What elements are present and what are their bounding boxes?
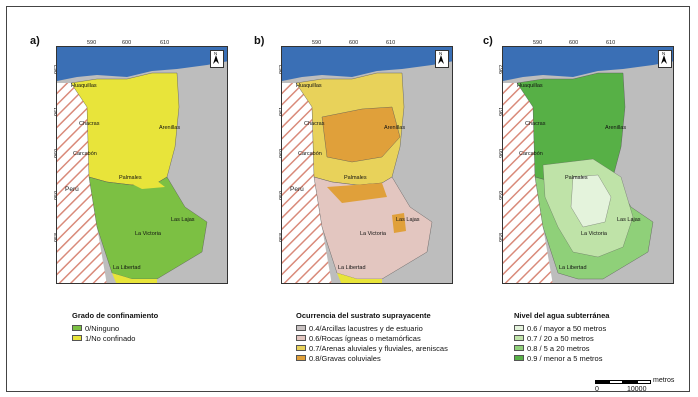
country-label: Perú xyxy=(65,186,79,193)
country-label: Perú xyxy=(290,186,304,193)
panel-b-xtick: 600 xyxy=(349,40,359,46)
scale-start: 0 xyxy=(595,386,599,393)
zone-colluvial-lajas xyxy=(392,213,406,233)
legend-swatch xyxy=(514,355,524,361)
town-las-lajas: Las Lajas xyxy=(617,217,641,223)
legend-a-title: Grado de confinamiento xyxy=(72,311,159,320)
legend-swatch xyxy=(72,325,82,331)
north-arrow-b: N xyxy=(435,50,449,68)
town-palmales: Palmales xyxy=(344,175,367,181)
legend-c-item: 0.6 / mayor a 50 metros xyxy=(514,323,609,333)
town-la-victoria: La Victoria xyxy=(135,231,162,237)
map-panel-a: Huaquillas Chacras Arenillas Carcabón Pa… xyxy=(56,46,228,284)
scale-end: 10000 xyxy=(627,386,647,393)
town-las-lajas: Las Lajas xyxy=(396,217,420,223)
legend-a-item: 1/No confinado xyxy=(72,333,158,343)
town-las-lajas: Las Lajas xyxy=(171,217,195,223)
town-carcabon: Carcabón xyxy=(298,151,322,157)
legend-c-item: 0.7 / 20 a 50 metros xyxy=(514,333,609,343)
panel-c-xtick: 600 xyxy=(569,40,579,46)
town-huaquillas: Huaquillas xyxy=(517,83,543,89)
north-arrow-c: N xyxy=(658,50,672,68)
legend-c-title: Nivel del agua subterránea xyxy=(514,311,610,320)
town-la-libertad: La Libertad xyxy=(113,265,141,271)
legend-b-item: 0.6/Rocas ígneas o metamórficas xyxy=(296,333,448,343)
peru-hatch xyxy=(282,83,332,283)
panel-a-xtick: 600 xyxy=(122,40,132,46)
town-chacras: Chacras xyxy=(525,121,546,127)
legend-b-item: 0.7/Arenas aluviales y fluviales, arenis… xyxy=(296,343,448,353)
legend-swatch xyxy=(514,335,524,341)
legend-swatch xyxy=(296,345,306,351)
scale-unit: metros xyxy=(653,377,675,384)
town-huaquillas: Huaquillas xyxy=(296,83,322,89)
legend-b-item: 0.8/Gravas coluviales xyxy=(296,353,448,363)
figure-frame xyxy=(6,6,690,392)
panel-c-letter: c) xyxy=(483,35,493,47)
panel-b-xtick: 590 xyxy=(312,40,322,46)
panel-a-xtick: 610 xyxy=(160,40,170,46)
town-huaquillas: Huaquillas xyxy=(71,83,97,89)
town-la-libertad: La Libertad xyxy=(559,265,587,271)
panel-c-xtick: 610 xyxy=(606,40,616,46)
legend-b-title: Ocurrencia del sustrato suprayacente xyxy=(296,311,431,320)
legend-b-item: 0.4/Arcillas lacustres y de estuario xyxy=(296,323,448,333)
legend-swatch xyxy=(514,345,524,351)
zone-unconfined-palmales xyxy=(122,177,165,189)
zone-colluvial-palmales xyxy=(327,183,387,203)
town-la-libertad: La Libertad xyxy=(338,265,366,271)
legend-swatch xyxy=(514,325,524,331)
panel-a-xtick: 590 xyxy=(87,40,97,46)
town-chacras: Chacras xyxy=(79,121,100,127)
north-arrow-a: N xyxy=(210,50,224,68)
map-panel-c: Huaquillas Chacras Arenillas Carcabón Pa… xyxy=(502,46,674,284)
zone-depth-over-50 xyxy=(570,174,612,228)
town-chacras: Chacras xyxy=(304,121,325,127)
zone-alluvial-south xyxy=(337,273,382,283)
town-la-victoria: La Victoria xyxy=(581,231,608,237)
legend-swatch xyxy=(296,355,306,361)
scale-bar: metros 0 10000 xyxy=(595,377,674,393)
town-arenillas: Arenillas xyxy=(605,125,626,131)
legend-a-item: 0/Ninguno xyxy=(72,323,158,333)
town-carcabon: Carcabón xyxy=(73,151,97,157)
map-panel-b: Huaquillas Chacras Arenillas Carcabón Pa… xyxy=(281,46,453,284)
legend-c: Nivel del agua subterránea 0.6 / mayor a… xyxy=(514,311,609,363)
zone-unconfined-south xyxy=(112,273,157,283)
sea xyxy=(503,47,673,81)
town-palmales: Palmales xyxy=(565,175,588,181)
sea xyxy=(282,47,452,81)
legend-c-item: 0.9 / menor a 5 metros xyxy=(514,353,609,363)
town-arenillas: Arenillas xyxy=(159,125,180,131)
town-la-victoria: La Victoria xyxy=(360,231,387,237)
legend-b: Ocurrencia del sustrato suprayacente 0.4… xyxy=(296,311,448,363)
town-carcabon: Carcabón xyxy=(519,151,543,157)
zone-colluvial-gravels xyxy=(321,106,401,163)
legend-swatch xyxy=(296,335,306,341)
legend-a: Grado de confinamiento 0/Ninguno 1/No co… xyxy=(72,311,158,343)
legend-swatch xyxy=(296,325,306,331)
legend-c-item: 0.8 / 5 a 20 metros xyxy=(514,343,609,353)
sea xyxy=(57,47,227,81)
panel-b-letter: b) xyxy=(254,35,265,47)
legend-swatch xyxy=(72,335,82,341)
town-palmales: Palmales xyxy=(119,175,142,181)
peru-hatch xyxy=(57,83,107,283)
town-arenillas: Arenillas xyxy=(384,125,405,131)
peru-hatch xyxy=(503,83,553,283)
panel-c-xtick: 590 xyxy=(533,40,543,46)
panel-a-letter: a) xyxy=(30,35,40,47)
panel-b-xtick: 610 xyxy=(386,40,396,46)
